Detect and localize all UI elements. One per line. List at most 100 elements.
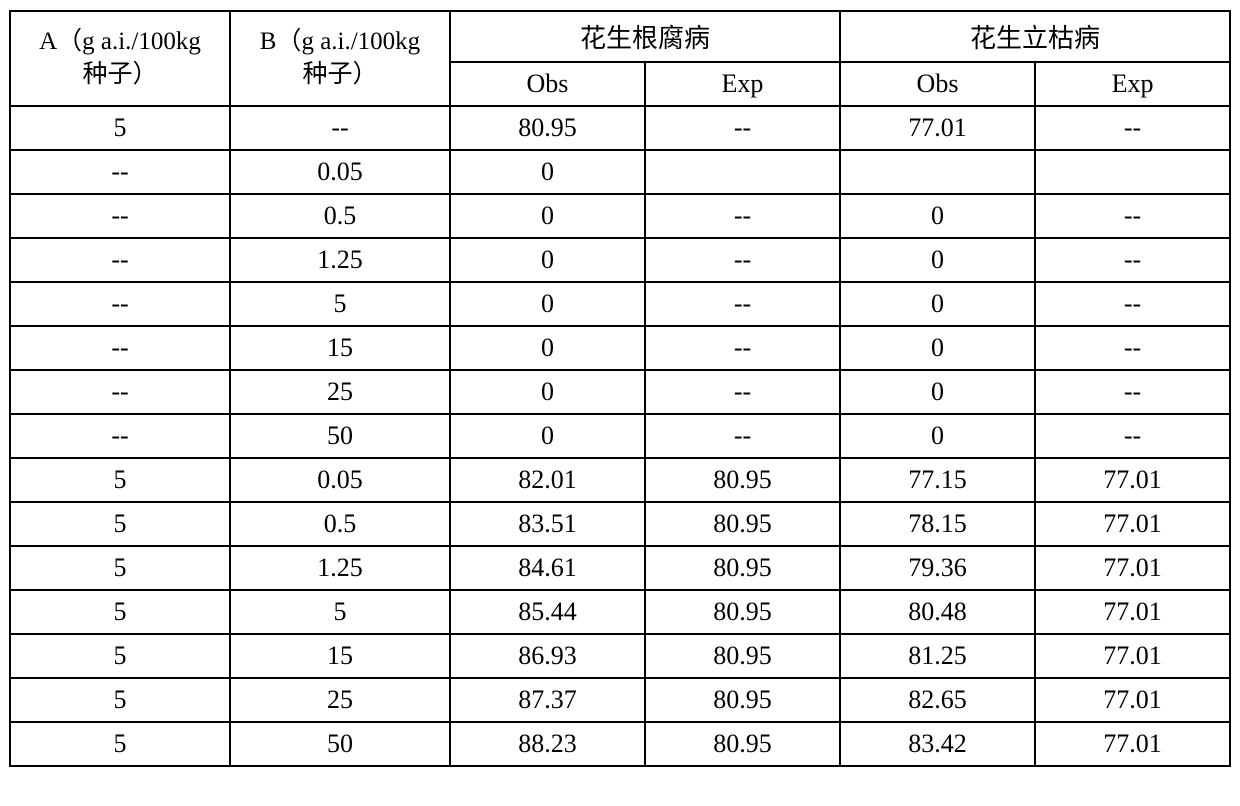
table-cell: 5: [10, 634, 230, 678]
table-cell: 78.15: [840, 502, 1035, 546]
header-sub-2: Exp: [645, 62, 840, 106]
table-cell: 25: [230, 370, 450, 414]
table-cell: 0: [450, 150, 645, 194]
table-row: --500--0--: [10, 414, 1230, 458]
table-cell: 77.15: [840, 458, 1035, 502]
table-cell: [1035, 150, 1230, 194]
table-cell: 77.01: [1035, 502, 1230, 546]
table-cell: --: [645, 414, 840, 458]
table-cell: --: [645, 194, 840, 238]
table-row: --0.050: [10, 150, 1230, 194]
table-header: A（g a.i./100kg种子） B（g a.i./100kg种子） 花生根腐…: [10, 11, 1230, 106]
table-cell: 0: [840, 370, 1035, 414]
table-cell: --: [1035, 238, 1230, 282]
table-cell: 5: [10, 458, 230, 502]
table-cell: 5: [10, 722, 230, 766]
table-cell: 0: [840, 194, 1035, 238]
table-cell: 5: [10, 502, 230, 546]
table-cell: 82.65: [840, 678, 1035, 722]
table-cell: 81.25: [840, 634, 1035, 678]
table-row: --250--0--: [10, 370, 1230, 414]
table-cell: 83.51: [450, 502, 645, 546]
table-cell: 50: [230, 414, 450, 458]
table-cell: --: [10, 414, 230, 458]
table-cell: --: [645, 106, 840, 150]
table-cell: --: [1035, 414, 1230, 458]
table-cell: 0: [450, 414, 645, 458]
table-cell: 85.44: [450, 590, 645, 634]
table-cell: 88.23: [450, 722, 645, 766]
header-row-1: A（g a.i./100kg种子） B（g a.i./100kg种子） 花生根腐…: [10, 11, 1230, 62]
table-cell: 87.37: [450, 678, 645, 722]
table-cell: 5: [10, 590, 230, 634]
table-cell: 83.42: [840, 722, 1035, 766]
table-cell: 15: [230, 634, 450, 678]
table-cell: 82.01: [450, 458, 645, 502]
header-col-b: B（g a.i./100kg种子）: [230, 11, 450, 106]
table-cell: 0: [450, 194, 645, 238]
table-cell: 80.95: [645, 634, 840, 678]
table-cell: 5: [10, 678, 230, 722]
table-cell: --: [645, 282, 840, 326]
table-cell: 77.01: [840, 106, 1035, 150]
table-cell: 0: [450, 326, 645, 370]
table-cell: --: [10, 282, 230, 326]
table-cell: 5: [230, 282, 450, 326]
table-cell: --: [645, 370, 840, 414]
table-cell: --: [10, 150, 230, 194]
table-cell: 5: [10, 546, 230, 590]
table-cell: 0: [450, 282, 645, 326]
table-row: 52587.3780.9582.6577.01: [10, 678, 1230, 722]
table-row: 5--80.95--77.01--: [10, 106, 1230, 150]
table-cell: --: [10, 370, 230, 414]
table-row: 5585.4480.9580.4877.01: [10, 590, 1230, 634]
header-group-2: 花生立枯病: [840, 11, 1230, 62]
table-cell: 77.01: [1035, 546, 1230, 590]
table-row: 51586.9380.9581.2577.01: [10, 634, 1230, 678]
table-row: 55088.2380.9583.4277.01: [10, 722, 1230, 766]
table-cell: --: [1035, 194, 1230, 238]
table-cell: 80.48: [840, 590, 1035, 634]
table-cell: 80.95: [645, 502, 840, 546]
table-body: 5--80.95--77.01----0.050--0.50--0----1.2…: [10, 106, 1230, 766]
table-row: --1.250--0--: [10, 238, 1230, 282]
table-cell: 0: [450, 238, 645, 282]
table-cell: 77.01: [1035, 458, 1230, 502]
table-cell: 77.01: [1035, 678, 1230, 722]
table-cell: --: [10, 238, 230, 282]
table-cell: 0: [840, 238, 1035, 282]
table-cell: [645, 150, 840, 194]
table-cell: 5: [10, 106, 230, 150]
table-cell: 1.25: [230, 546, 450, 590]
header-group-1: 花生根腐病: [450, 11, 840, 62]
table-cell: --: [645, 238, 840, 282]
table-cell: 77.01: [1035, 590, 1230, 634]
table-cell: 50: [230, 722, 450, 766]
table-cell: 0.5: [230, 194, 450, 238]
table-cell: --: [1035, 370, 1230, 414]
table-cell: --: [1035, 106, 1230, 150]
table-cell: 0.5: [230, 502, 450, 546]
table-cell: --: [1035, 326, 1230, 370]
table-cell: 86.93: [450, 634, 645, 678]
table-cell: 0.05: [230, 458, 450, 502]
table-cell: 79.36: [840, 546, 1035, 590]
table-cell: 80.95: [645, 458, 840, 502]
header-sub-4: Exp: [1035, 62, 1230, 106]
data-table: A（g a.i./100kg种子） B（g a.i./100kg种子） 花生根腐…: [9, 10, 1231, 767]
table-cell: 77.01: [1035, 722, 1230, 766]
table-cell: --: [645, 326, 840, 370]
header-sub-1: Obs: [450, 62, 645, 106]
table-cell: 0: [840, 282, 1035, 326]
table-cell: 80.95: [645, 546, 840, 590]
table-cell: 0: [840, 414, 1035, 458]
table-row: 50.583.5180.9578.1577.01: [10, 502, 1230, 546]
table-row: 50.0582.0180.9577.1577.01: [10, 458, 1230, 502]
table-cell: 80.95: [645, 722, 840, 766]
table-row: --50--0--: [10, 282, 1230, 326]
table-cell: 80.95: [450, 106, 645, 150]
table-cell: 84.61: [450, 546, 645, 590]
table-cell: --: [10, 326, 230, 370]
table-cell: 25: [230, 678, 450, 722]
table-cell: 80.95: [645, 590, 840, 634]
